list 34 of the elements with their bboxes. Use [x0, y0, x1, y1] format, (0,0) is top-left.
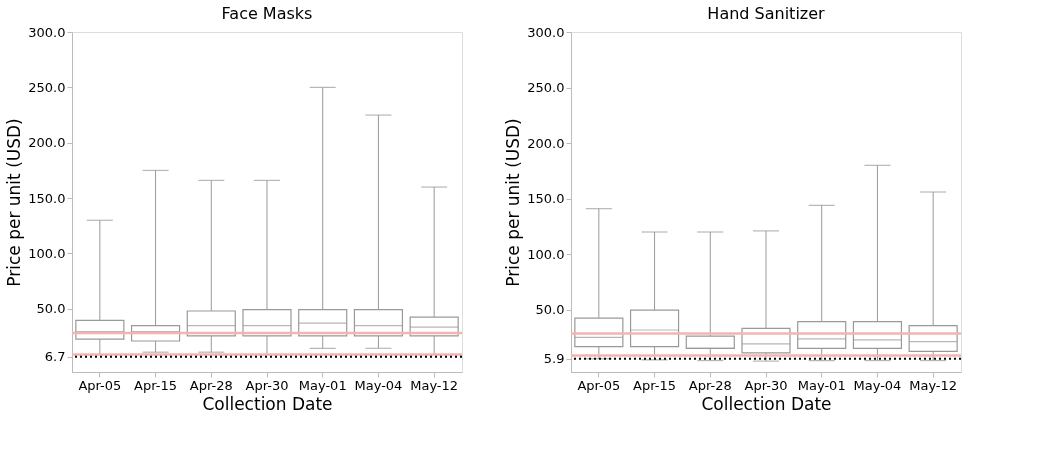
y-tick-label: 300.0 — [527, 24, 565, 40]
x-tick-label: Apr-30 — [744, 377, 788, 393]
y-tick-label: 6.7 — [44, 349, 66, 365]
y-axis-title: Price per unit (USD) — [4, 118, 25, 287]
y-tick-label: 150.0 — [28, 190, 66, 206]
x-axis-title: Collection Date — [701, 393, 832, 414]
x-tick-label: Apr-15 — [633, 377, 677, 393]
x-tick-label: Apr-30 — [245, 377, 289, 393]
y-tick-label: 300.0 — [28, 24, 66, 40]
x-tick-label: May-01 — [797, 377, 846, 393]
chart-title: Hand Sanitizer — [707, 4, 826, 23]
x-tick-label: May-12 — [909, 377, 958, 393]
x-tick-label: May-04 — [354, 377, 403, 393]
x-tick-label: Apr-28 — [688, 377, 732, 393]
x-tick-label: Apr-05 — [78, 377, 122, 393]
y-tick-label: 100.0 — [527, 246, 565, 262]
x-tick-label: Apr-15 — [134, 377, 178, 393]
y-tick-label: 200.0 — [527, 135, 565, 151]
x-tick-label: Apr-28 — [189, 377, 233, 393]
y-tick-label: 5.9 — [543, 351, 565, 367]
x-tick-label: May-12 — [410, 377, 459, 393]
y-axis-title: Price per unit (USD) — [503, 118, 524, 287]
y-tick-label: 250.0 — [527, 80, 565, 96]
x-axis-title: Collection Date — [202, 393, 333, 414]
chart-title: Face Masks — [221, 4, 313, 23]
y-tick-label: 50.0 — [535, 302, 565, 318]
x-tick-label: May-01 — [298, 377, 347, 393]
x-tick-label: Apr-05 — [577, 377, 621, 393]
y-tick-label: 200.0 — [28, 135, 66, 151]
x-tick-label: May-04 — [853, 377, 902, 393]
y-tick-label: 100.0 — [28, 246, 66, 261]
y-tick-label: 250.0 — [28, 79, 66, 95]
y-tick-label: 150.0 — [527, 191, 565, 207]
y-tick-label: 50.0 — [36, 301, 66, 317]
